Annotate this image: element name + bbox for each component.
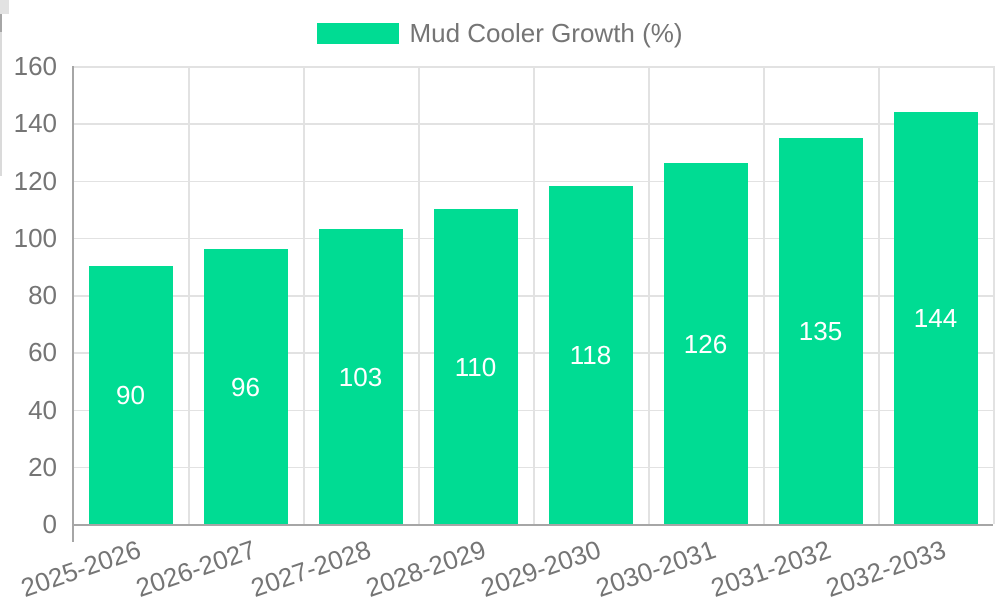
x-gridline — [878, 66, 880, 524]
legend-label: Mud Cooler Growth (%) — [409, 18, 683, 48]
y-axis-line — [72, 66, 74, 542]
bar[interactable] — [778, 137, 863, 524]
y-axis-tick — [0, 0, 9, 2]
x-gridline — [763, 66, 765, 524]
bar[interactable] — [318, 229, 403, 524]
bar-value-label: 96 — [231, 371, 260, 402]
y-tick-label: 0 — [42, 509, 57, 539]
legend-swatch — [317, 22, 400, 44]
y-axis-tick — [0, 10, 9, 12]
x-axis-tick — [0, 13, 2, 32]
y-tick-label: 20 — [28, 451, 57, 482]
bar[interactable] — [893, 111, 978, 524]
y-tick-label: 120 — [13, 165, 57, 196]
x-gridline — [533, 66, 535, 524]
x-axis-tick — [0, 103, 2, 122]
y-axis-tick — [0, 1, 9, 3]
x-axis-tick — [0, 157, 2, 176]
bar-value-label: 103 — [338, 361, 383, 392]
bar[interactable] — [663, 163, 748, 524]
y-axis-tick — [0, 3, 9, 5]
y-tick-label: 100 — [13, 222, 57, 253]
x-gridline — [303, 66, 305, 524]
x-axis-tick — [0, 31, 2, 50]
x-gridline — [648, 66, 650, 524]
bar[interactable] — [433, 209, 518, 524]
bar-value-label: 135 — [798, 315, 843, 346]
y-axis-tick — [0, 6, 9, 8]
legend: Mud Cooler Growth (%) — [0, 18, 1000, 48]
x-axis-tick — [0, 67, 2, 86]
bar-value-label: 110 — [454, 351, 497, 382]
bar[interactable] — [548, 186, 633, 524]
x-axis-tick — [0, 49, 2, 68]
bar-value-label: 126 — [683, 328, 728, 359]
y-tick-label: 80 — [28, 280, 57, 310]
x-tick-label: 2027-2028 — [247, 534, 375, 600]
y-tick-label: 140 — [13, 108, 57, 139]
legend-item[interactable]: Mud Cooler Growth (%) — [317, 18, 683, 48]
y-tick-label: 60 — [28, 337, 57, 368]
x-tick-label: 2032-2033 — [822, 534, 950, 600]
bar[interactable] — [88, 266, 173, 524]
x-axis-tick — [0, 139, 2, 158]
bar-value-label: 118 — [569, 340, 612, 371]
x-tick-label: 2030-2031 — [592, 534, 720, 600]
x-tick-label: 2031-2032 — [707, 534, 835, 600]
x-tick-label: 2026-2027 — [132, 534, 260, 600]
y-tick-label: 40 — [28, 394, 57, 425]
x-gridline — [418, 66, 420, 524]
bar-value-label: 144 — [913, 302, 958, 333]
x-tick-label: 2025-2026 — [17, 534, 145, 600]
y-axis-tick — [0, 12, 9, 14]
y-axis-tick — [0, 9, 9, 11]
x-tick-label: 2029-2030 — [477, 534, 605, 600]
bar-value-label: 90 — [116, 380, 145, 411]
y-axis-tick — [0, 7, 9, 9]
x-gridline — [993, 66, 995, 524]
bar[interactable] — [203, 249, 288, 524]
x-tick-label: 2028-2029 — [362, 534, 490, 600]
y-tick-label: 160 — [13, 51, 57, 81]
x-axis-baseline — [72, 524, 993, 526]
x-axis-tick — [0, 121, 2, 140]
x-axis-tick — [0, 85, 2, 104]
y-axis-tick — [0, 4, 9, 6]
x-gridline — [188, 66, 190, 524]
